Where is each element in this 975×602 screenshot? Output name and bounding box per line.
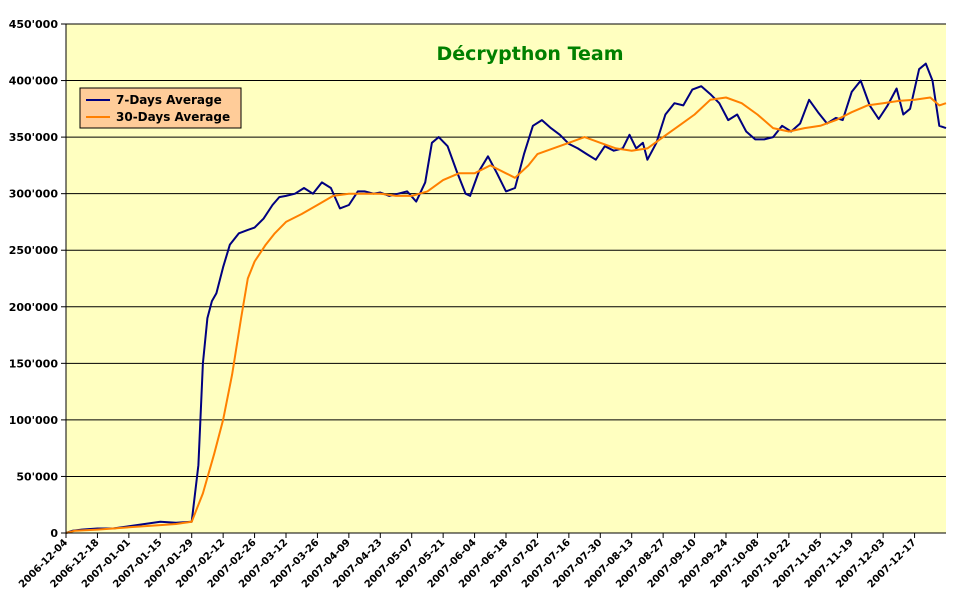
legend-box [79,87,242,129]
y-tick-label: 100'000 [9,414,59,427]
y-tick-label: 350'000 [9,131,59,144]
y-tick-label: 150'000 [9,357,59,370]
y-axis-ticks: 0 50'000 100'000 150'000 200'000 250'000 300'0… [9,18,66,540]
x-axis-ticks: 2006-12-042006-12-182007-01-012007-01-15… [17,533,919,590]
y-tick-label: 50'000 [16,470,58,483]
legend: 7-Days Average 30-Days Average [79,87,242,129]
series-line-7day [65,62,947,534]
series-line-30day [65,96,947,534]
legend-label-7day: 7-Days Average [116,93,222,107]
chart-title: Décrypthon Team [436,43,623,65]
y-tick-label: 250'000 [9,244,59,257]
y-tick-label: 450'000 [9,18,59,31]
y-tick-label: 0 [50,527,58,540]
gridlines [66,23,946,477]
series-group [65,62,947,534]
legend-label-30day: 30-Days Average [116,110,230,124]
y-tick-label: 400'000 [9,75,59,88]
y-tick-label: 300'000 [9,188,59,201]
y-tick-label: 200'000 [9,301,59,314]
